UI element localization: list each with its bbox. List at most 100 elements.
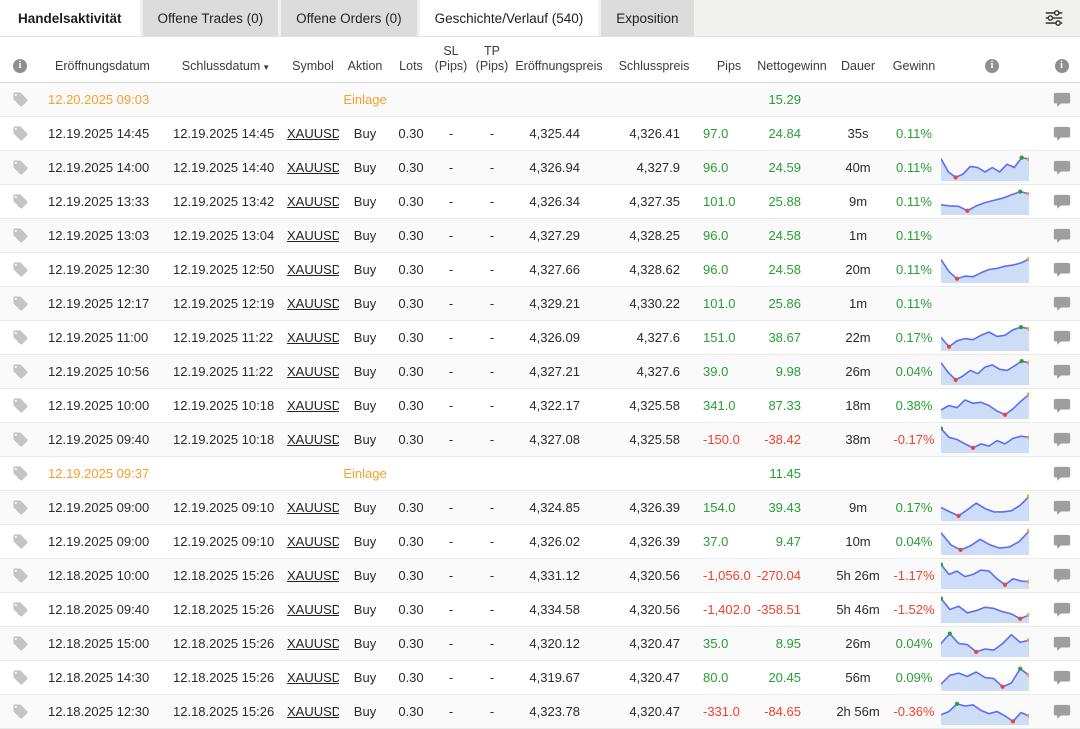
col-header-net-profit[interactable]: Nettogewinn [755, 37, 829, 82]
tp-pips: - [471, 670, 513, 685]
tag-icon[interactable] [0, 363, 40, 380]
comment-icon[interactable] [1043, 568, 1080, 584]
col-header-tp-pips[interactable]: TP(Pips) [471, 37, 513, 82]
lots: 0.30 [391, 296, 431, 311]
tag-icon[interactable] [0, 397, 40, 414]
comment-icon[interactable] [1043, 534, 1080, 550]
tag-icon[interactable] [0, 91, 40, 108]
comment-icon[interactable] [1043, 398, 1080, 414]
tag-icon[interactable] [0, 227, 40, 244]
sparkline-chart[interactable] [941, 698, 1043, 725]
comment-icon[interactable] [1043, 636, 1080, 652]
comment-icon[interactable] [1043, 466, 1080, 482]
symbol-link[interactable]: XAUUSD [287, 602, 339, 617]
col-header-close-price[interactable]: Schlusspreis [605, 37, 703, 82]
comment-icon[interactable] [1043, 500, 1080, 516]
symbol-link[interactable]: XAUUSD [287, 636, 339, 651]
sparkline-chart[interactable] [941, 630, 1043, 657]
symbol-link[interactable]: XAUUSD [287, 194, 339, 209]
tag-icon[interactable] [0, 635, 40, 652]
comment-icon[interactable] [1043, 160, 1080, 176]
tag-icon[interactable] [0, 431, 40, 448]
comment-icon[interactable] [1043, 364, 1080, 380]
tag-icon[interactable] [0, 703, 40, 720]
tab-geschichte-verlauf[interactable]: Geschichte/Verlauf (540) [420, 0, 599, 36]
symbol-link[interactable]: XAUUSD [287, 500, 339, 515]
tag-icon[interactable] [0, 193, 40, 210]
info-icon-left[interactable]: i [0, 37, 40, 82]
symbol-link[interactable]: XAUUSD [287, 568, 339, 583]
col-header-duration[interactable]: Dauer [829, 37, 887, 82]
gain: 0.11% [887, 126, 941, 141]
comment-icon[interactable] [1043, 228, 1080, 244]
sparkline-chart[interactable] [941, 528, 1043, 555]
sparkline-chart[interactable] [941, 324, 1043, 351]
col-header-pips[interactable]: Pips [703, 37, 755, 82]
comment-icon[interactable] [1043, 296, 1080, 312]
comment-icon[interactable] [1043, 262, 1080, 278]
tag-icon[interactable] [0, 669, 40, 686]
comment-icon[interactable] [1043, 432, 1080, 448]
sparkline-chart[interactable] [941, 562, 1043, 589]
symbol-link[interactable]: XAUUSD [287, 296, 339, 311]
col-header-open-date[interactable]: Eröffnungsdatum [40, 37, 165, 82]
tag-icon[interactable] [0, 329, 40, 346]
col-header-lots[interactable]: Lots [391, 37, 431, 82]
tag-icon[interactable] [0, 261, 40, 278]
symbol-link[interactable]: XAUUSD [287, 364, 339, 379]
sparkline-chart[interactable] [941, 426, 1043, 453]
tag-icon[interactable] [0, 295, 40, 312]
col-header-open-price[interactable]: Eröffnungspreis [513, 37, 605, 82]
sparkline-chart[interactable] [941, 596, 1043, 623]
tab-offene-orders[interactable]: Offene Orders (0) [281, 0, 417, 36]
sparkline-chart[interactable] [941, 392, 1043, 419]
sparkline-chart[interactable] [941, 664, 1043, 691]
sparkline-chart[interactable] [941, 188, 1043, 215]
comment-icon[interactable] [1043, 704, 1080, 720]
sparkline-chart[interactable] [941, 494, 1043, 521]
comment-icon[interactable] [1043, 602, 1080, 618]
col-header-sl-pips[interactable]: SL(Pips) [431, 37, 471, 82]
col-header-gain[interactable]: Gewinn [887, 37, 941, 82]
tag-icon[interactable] [0, 125, 40, 142]
tag-icon[interactable] [0, 465, 40, 482]
sl-pips: - [431, 432, 471, 447]
tag-icon[interactable] [0, 533, 40, 550]
symbol-link[interactable]: XAUUSD [287, 228, 339, 243]
symbol-link[interactable]: XAUUSD [287, 160, 339, 175]
tag-icon[interactable] [0, 567, 40, 584]
action: Buy [339, 330, 391, 345]
info-icon-chart-col[interactable]: i [941, 37, 1043, 82]
info-icon-comment-col[interactable]: i [1043, 37, 1080, 82]
tag-icon[interactable] [0, 499, 40, 516]
comment-icon[interactable] [1043, 330, 1080, 346]
col-header-action[interactable]: Aktion [339, 37, 391, 82]
open-price: 4,319.67 [513, 670, 605, 685]
tab-offene-trades[interactable]: Offene Trades (0) [143, 0, 279, 36]
panel-title-handelsaktivitaet[interactable]: Handelsaktivität [0, 0, 140, 36]
symbol-link[interactable]: XAUUSD [287, 534, 339, 549]
symbol-link[interactable]: XAUUSD [287, 670, 339, 685]
symbol-link[interactable]: XAUUSD [287, 126, 339, 141]
symbol-link[interactable]: XAUUSD [287, 432, 339, 447]
tag-icon[interactable] [0, 601, 40, 618]
sparkline-chart[interactable] [941, 154, 1043, 181]
sparkline-chart[interactable] [941, 256, 1043, 283]
comment-icon[interactable] [1043, 670, 1080, 686]
symbol-link[interactable]: XAUUSD [287, 398, 339, 413]
symbol-link[interactable]: XAUUSD [287, 262, 339, 277]
sl-pips: - [431, 126, 471, 141]
col-header-close-date[interactable]: Schlussdatum▼ [165, 37, 287, 82]
sparkline-chart[interactable] [941, 358, 1043, 385]
filter-sliders-icon[interactable] [1042, 6, 1066, 30]
comment-icon[interactable] [1043, 92, 1080, 108]
symbol-link[interactable]: XAUUSD [287, 330, 339, 345]
sl-pips: - [431, 364, 471, 379]
comment-icon[interactable] [1043, 194, 1080, 210]
comment-icon[interactable] [1043, 126, 1080, 142]
pips: -1,056.0 [703, 568, 755, 583]
col-header-symbol[interactable]: Symbol [287, 37, 339, 82]
symbol-link[interactable]: XAUUSD [287, 704, 339, 719]
tag-icon[interactable] [0, 159, 40, 176]
tab-exposition[interactable]: Exposition [601, 0, 693, 36]
